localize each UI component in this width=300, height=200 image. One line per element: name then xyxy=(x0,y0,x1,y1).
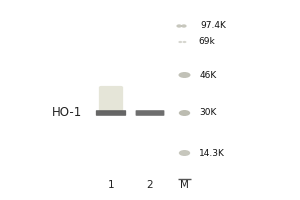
Text: 14.3K: 14.3K xyxy=(199,148,225,158)
Text: 1: 1 xyxy=(108,180,114,190)
Text: 30K: 30K xyxy=(199,108,217,117)
Ellipse shape xyxy=(181,24,187,28)
Text: M: M xyxy=(180,180,189,190)
Text: HO-1: HO-1 xyxy=(52,106,82,119)
Text: 2: 2 xyxy=(147,180,153,190)
Text: 46K: 46K xyxy=(200,71,217,79)
Ellipse shape xyxy=(179,150,190,156)
Ellipse shape xyxy=(178,41,182,43)
Text: 97.4K: 97.4K xyxy=(201,21,226,30)
FancyBboxPatch shape xyxy=(99,86,123,112)
FancyBboxPatch shape xyxy=(136,110,164,116)
FancyBboxPatch shape xyxy=(96,110,126,116)
Text: 69k: 69k xyxy=(198,38,215,46)
Ellipse shape xyxy=(176,24,182,28)
Ellipse shape xyxy=(182,41,187,43)
Ellipse shape xyxy=(178,72,190,78)
Ellipse shape xyxy=(179,110,190,116)
